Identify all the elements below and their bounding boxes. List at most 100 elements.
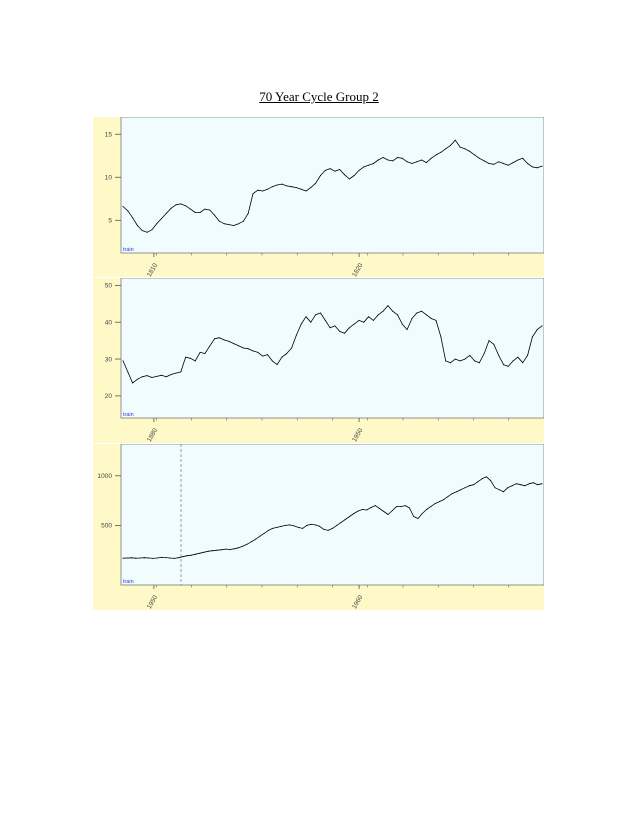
- chart-1-data-point: [416, 161, 418, 163]
- chart-2-ytick-label: 40: [105, 320, 113, 327]
- chart-2-data-point: [257, 351, 259, 353]
- chart-1-data-point: [194, 212, 196, 213]
- chart-2-data-point: [503, 364, 504, 366]
- chart-1-data-point: [512, 162, 514, 164]
- chart-1-data-point: [368, 164, 370, 166]
- chart-2-data-point: [397, 314, 398, 316]
- chart-3-data-point: [297, 526, 299, 528]
- chart-3-data-point: [391, 510, 393, 511]
- chart-3-data-point: [161, 556, 162, 558]
- chart-2-data-point: [493, 343, 495, 345]
- chart-1-data-point: [286, 185, 288, 187]
- chart-3-data-point: [370, 507, 372, 508]
- chart-2-data-point: [291, 347, 293, 349]
- chart-1-data-point: [291, 186, 293, 188]
- chart-1-data-point: [189, 208, 191, 210]
- chart-3-data-point: [464, 487, 466, 489]
- chart-1-ytick-label: 15: [105, 132, 113, 139]
- chart-3-data-point: [387, 514, 389, 515]
- chart-2-data-point: [315, 314, 317, 316]
- chart-1-data-point: [536, 167, 538, 169]
- chart-1-data-point: [252, 193, 254, 195]
- chart-1-data-point: [329, 168, 331, 170]
- chart-1-data-point: [185, 205, 187, 207]
- chart-3-data-point: [344, 519, 346, 520]
- chart-1-data-point: [517, 159, 519, 161]
- chart-2-data-point: [146, 375, 148, 377]
- chart-1-data-point: [527, 163, 529, 164]
- chart-3-data-point: [383, 511, 385, 512]
- chart-3-data-point: [327, 529, 329, 531]
- chart-3-data-point: [456, 491, 457, 493]
- chart-2-data-point: [161, 374, 162, 376]
- chart-2-data-point: [334, 325, 336, 327]
- chart-3-data-point: [404, 505, 406, 507]
- chart-1-data-point: [262, 190, 264, 192]
- chart-2-data-point: [180, 371, 182, 373]
- chart-3-data-point: [490, 480, 492, 482]
- chart-3-data-point: [473, 484, 475, 486]
- chart-2-data-point: [223, 339, 225, 341]
- chart-2-ytick-label: 50: [105, 283, 113, 290]
- chart-1-data-point: [161, 218, 162, 220]
- chart-2-data-point: [445, 360, 447, 362]
- chart-3-data-point: [302, 527, 304, 529]
- chart-1-data-point: [199, 212, 201, 213]
- chart-1-data-point: [401, 157, 403, 159]
- chart-3-data-point: [524, 485, 526, 487]
- chart-2-data-point: [512, 360, 514, 362]
- chart-3-data-point: [246, 543, 248, 545]
- chart-3-data-point: [413, 516, 415, 517]
- chart-3-data-point: [485, 476, 487, 478]
- chart-2-train-label: train: [123, 412, 134, 418]
- chart-1-data-point: [310, 187, 312, 189]
- chart-2-data-point: [498, 354, 500, 356]
- chart-3-data-point: [285, 524, 286, 526]
- chart-3-data-point: [421, 513, 423, 514]
- chart-1-data-point: [459, 146, 461, 148]
- chart-2-data-point: [286, 353, 288, 354]
- chart-1-data-point: [151, 229, 153, 231]
- chart-2-data-point: [488, 340, 490, 342]
- chart-1-data-point: [223, 223, 225, 225]
- chart-1-data-point: [170, 207, 172, 209]
- chart-3-data-point: [143, 557, 145, 559]
- chart-3-data-point: [259, 535, 261, 537]
- chart-3-data-point: [541, 483, 543, 485]
- chart-2-data-point: [324, 319, 326, 321]
- chart-1-data-point: [478, 157, 480, 159]
- chart-1-data-point: [469, 150, 471, 152]
- chart-1-data-point: [382, 157, 384, 158]
- chart-2-data-point: [262, 355, 264, 357]
- chart-3-data-point: [173, 557, 175, 559]
- chart-1-data-point: [305, 190, 307, 192]
- chart-1-data-point: [156, 223, 158, 225]
- chart-1-data-point: [247, 212, 249, 214]
- chart-1-data-point: [209, 209, 211, 211]
- chart-1-data-point: [387, 159, 389, 161]
- chart-3-data-point: [340, 521, 342, 523]
- chart-1-data-point: [281, 183, 283, 185]
- chart-3-data-point: [169, 557, 171, 559]
- chart-2-data-point: [531, 336, 533, 338]
- chart-3-data-point: [349, 516, 351, 517]
- chart-1-data-point: [233, 225, 235, 226]
- chart-2-data-point: [199, 351, 201, 353]
- chart-panel-3: 500 1000 1950 1960 train: [93, 444, 544, 610]
- chart-1-data-point: [541, 165, 543, 167]
- chart-3-data-point: [289, 524, 291, 526]
- chart-3-data-point: [447, 496, 449, 498]
- chart-3-data-point: [336, 524, 338, 526]
- chart-3-data-point: [148, 557, 150, 559]
- chart-1-data-point: [146, 231, 148, 233]
- chart-2-data-point: [175, 372, 177, 374]
- chart-1-data-point: [180, 203, 182, 205]
- chart-3-data-point: [417, 518, 419, 519]
- chart-1-data-point: [271, 186, 273, 188]
- chart-2-data-point: [464, 358, 466, 360]
- chart-3-data-point: [267, 529, 269, 531]
- chart-1-data-point: [295, 187, 297, 189]
- chart-1-data-point: [334, 170, 336, 172]
- chart-3-data-point: [426, 509, 428, 510]
- chart-3-data-point: [460, 489, 462, 491]
